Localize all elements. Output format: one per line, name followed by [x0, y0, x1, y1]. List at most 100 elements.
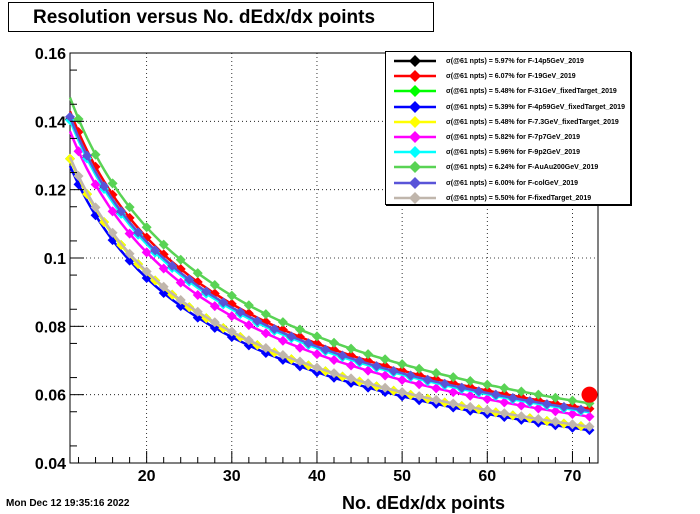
- legend-marker: [394, 115, 436, 128]
- data-point: [584, 421, 595, 432]
- data-point: [209, 317, 220, 328]
- y-tick-label: 0.08: [35, 319, 66, 336]
- data-point: [99, 181, 110, 192]
- data-point: [133, 227, 144, 238]
- data-point: [141, 247, 152, 258]
- data-point: [329, 337, 339, 348]
- data-point: [371, 361, 382, 372]
- x-tick-label: 30: [223, 468, 241, 485]
- legend-entry: σ(@61 npts) = 6.00% for F-colGeV_2019: [386, 176, 632, 191]
- legend-entry: σ(@61 npts) = 5.96% for F-9p2GeV_2019: [386, 145, 632, 160]
- data-point: [499, 397, 510, 408]
- legend-label: σ(@61 npts) = 5.50% for F-fixedTarget_20…: [446, 194, 592, 202]
- data-point: [269, 324, 280, 335]
- x-tick-label: 20: [138, 468, 156, 485]
- data-point: [524, 396, 535, 407]
- axes: 20 30 40 50 60 70 0.04 0.06 0.08 0.1 0.12 0.14 0.16: [35, 46, 590, 485]
- legend-entry: σ(@61 npts) = 5.48% for F-31GeV_fixedTar…: [386, 84, 632, 99]
- legend-marker: [394, 100, 436, 113]
- data-point: [201, 286, 212, 297]
- series-F-fixedTarget_2019: [68, 156, 595, 432]
- data-point: [260, 328, 271, 339]
- data-point: [507, 392, 518, 403]
- data-point: [490, 389, 501, 400]
- legend-marker: [394, 70, 436, 83]
- data-point: [286, 331, 297, 342]
- data-point: [363, 365, 374, 376]
- legend-label: σ(@61 npts) = 6.24% for F-AuAu200GeV_201…: [446, 164, 599, 172]
- data-point: [533, 389, 544, 400]
- data-point: [311, 362, 322, 373]
- data-point: [65, 111, 75, 122]
- timestamp: Mon Dec 12 19:35:16 2022: [6, 498, 130, 509]
- data-point: [311, 349, 322, 360]
- data-point: [482, 405, 493, 416]
- legend-entry: σ(@61 npts) = 6.07% for F-19GeV_2019: [386, 69, 632, 84]
- data-point: [82, 150, 93, 161]
- data-point: [124, 248, 135, 259]
- data-point: [243, 335, 254, 346]
- legend-entry: σ(@61 npts) = 5.97% for F-14p5GeV_2019: [386, 54, 632, 69]
- data-point: [363, 349, 374, 360]
- legend-label: σ(@61 npts) = 6.07% for F-19GeV_2019: [446, 73, 576, 81]
- data-point: [465, 390, 476, 401]
- data-point: [439, 378, 450, 389]
- data-point: [422, 374, 433, 385]
- data-point: [516, 400, 527, 411]
- data-point: [158, 281, 169, 292]
- x-tick-label: 70: [564, 468, 582, 485]
- data-point: [516, 386, 527, 397]
- legend-label: σ(@61 npts) = 5.39% for F-4p59GeV_fixedT…: [446, 103, 625, 111]
- data-point: [175, 277, 186, 288]
- data-point: [90, 149, 101, 160]
- legend-label: σ(@61 npts) = 5.96% for F-9p2GeV_2019: [446, 149, 580, 157]
- data-point: [473, 386, 484, 397]
- data-point: [388, 365, 399, 376]
- data-point: [397, 387, 408, 398]
- data-point: [252, 315, 263, 326]
- data-point: [235, 307, 246, 318]
- series-layer: [65, 97, 598, 436]
- legend-marker: [394, 191, 436, 204]
- series-F-7p7GeV_2019: [68, 130, 595, 422]
- data-point: [150, 245, 161, 256]
- data-point: [431, 394, 442, 405]
- data-point: [260, 309, 271, 320]
- legend-marker: [394, 146, 436, 159]
- data-point: [184, 274, 195, 285]
- legend-marker: [394, 131, 436, 143]
- data-point: [90, 179, 101, 190]
- y-tick-label: 0.1: [44, 251, 66, 268]
- x-tick-label: 60: [478, 468, 496, 485]
- data-point: [218, 297, 229, 308]
- y-tick-label: 0.14: [35, 114, 66, 131]
- data-point: [550, 406, 561, 417]
- data-point: [567, 419, 578, 430]
- data-point: [414, 391, 425, 402]
- data-point: [431, 368, 442, 379]
- legend-label: σ(@61 npts) = 6.00% for F-colGeV_2019: [446, 179, 579, 187]
- data-point: [380, 354, 391, 365]
- data-point: [414, 363, 425, 374]
- series-F-4p59GeV_fixedTarget_2019: [68, 165, 595, 436]
- y-tick-label: 0.06: [35, 388, 66, 405]
- data-point: [124, 228, 135, 239]
- data-point: [294, 342, 305, 353]
- data-point: [209, 301, 220, 312]
- data-point: [567, 395, 578, 406]
- chart-title: Resolution versus No. dEdx/dx points: [8, 2, 434, 32]
- data-point: [567, 409, 578, 420]
- legend-marker: [394, 176, 436, 189]
- data-point: [541, 399, 552, 410]
- data-point: [499, 383, 510, 394]
- x-tick-label: 50: [393, 468, 411, 485]
- data-point: [226, 326, 237, 337]
- data-point: [192, 268, 203, 279]
- legend-label: σ(@61 npts) = 5.97% for F-14p5GeV_2019: [446, 58, 584, 65]
- data-point: [116, 206, 127, 217]
- series-F-colGeV_2019: [65, 111, 590, 415]
- y-tick-label: 0.04: [35, 456, 66, 473]
- data-point: [294, 324, 305, 335]
